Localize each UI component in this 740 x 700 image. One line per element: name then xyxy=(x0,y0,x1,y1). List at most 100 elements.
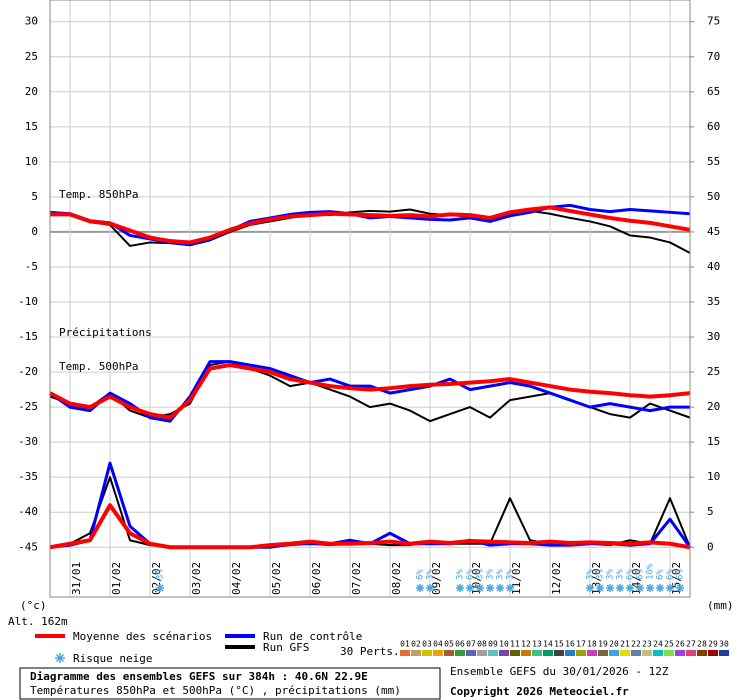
y2-tick-label: 75 xyxy=(707,15,720,28)
pert-label: 20 xyxy=(609,640,619,649)
t500-line xyxy=(49,360,690,423)
snow-flake xyxy=(486,584,494,592)
snow-risk-label: 3% xyxy=(486,569,496,580)
snow-risk-label: 3% xyxy=(586,569,596,580)
x-tick-label: 31/01 xyxy=(70,562,83,595)
snow-risk-label: 6% xyxy=(626,569,636,580)
y-tick-label: 10 xyxy=(25,155,38,168)
y-tick-label: 5 xyxy=(31,190,38,203)
y-tick-label: -45 xyxy=(18,540,38,553)
pert-label: 24 xyxy=(653,640,663,649)
snow-flake xyxy=(466,584,474,592)
pert-label: 01 xyxy=(400,640,410,649)
pert-swatch xyxy=(686,650,696,656)
legend-label: Moyenne des scénarios xyxy=(73,630,212,643)
snow-risk-label: 6% xyxy=(416,569,426,580)
pert-label: 28 xyxy=(697,640,707,649)
pert-swatch xyxy=(488,650,498,656)
snow-risk-label: 3% xyxy=(616,569,626,580)
footer-title: Diagramme des ensembles GEFS sur 384h : … xyxy=(30,670,368,683)
x-tick-label: 04/02 xyxy=(230,562,243,595)
grid xyxy=(50,0,690,597)
snow-risk-label: 3% xyxy=(476,569,486,580)
snow-flake xyxy=(426,584,434,592)
snow-risk xyxy=(156,584,164,592)
snow-risk xyxy=(456,584,464,592)
pert-label: 17 xyxy=(576,640,586,649)
y2-tick-label: 40 xyxy=(707,260,720,273)
y2-tick-label: 5 xyxy=(707,505,714,518)
pert-swatch xyxy=(411,650,421,656)
legend-snow: Risque neige xyxy=(73,652,152,665)
snow-risk-label: 6% xyxy=(466,569,476,580)
snow-risk xyxy=(586,584,594,592)
pert-label: 21 xyxy=(620,640,630,649)
y2-tick-label: 30 xyxy=(707,330,720,343)
snow-risk xyxy=(626,584,634,592)
x-tick-label: 05/02 xyxy=(270,562,283,595)
pert-label: 30 xyxy=(719,640,729,649)
pert-label: 29 xyxy=(708,640,718,649)
pert-swatch xyxy=(598,650,608,656)
footer-subtitle: Températures 850hPa et 500hPa (°C) , pré… xyxy=(30,684,401,697)
pert-swatch xyxy=(719,650,729,656)
pert-label: 12 xyxy=(521,640,531,649)
y-tick-label: -20 xyxy=(18,365,38,378)
y2-tick-label: 0 xyxy=(707,540,714,553)
x-tick-label: 07/02 xyxy=(350,562,363,595)
pert-label: 14 xyxy=(543,640,553,649)
label-500: Temp. 500hPa xyxy=(59,360,138,373)
snow-flake xyxy=(416,584,424,592)
t500-line xyxy=(49,363,691,420)
plot xyxy=(49,203,692,550)
pert-swatch xyxy=(565,650,575,656)
pert-label: 15 xyxy=(554,640,564,649)
pert-swatch xyxy=(653,650,663,656)
pert-swatch xyxy=(708,650,718,656)
snow-risk-label: 3% xyxy=(456,569,466,580)
snow-risk xyxy=(476,584,484,592)
snow-risk-label: 3% xyxy=(496,569,506,580)
y2-tick-label: 25 xyxy=(707,365,720,378)
label-850: Temp. 850hPa xyxy=(59,188,138,201)
snow-risk-label: 6% xyxy=(636,569,646,580)
snow-risk-label: 10% xyxy=(646,563,656,580)
snow-flake xyxy=(496,584,504,592)
pert-swatch xyxy=(631,650,641,656)
pert-swatch xyxy=(455,650,465,656)
legend: Risque neige 30 Perts. Moyenne des scéna… xyxy=(35,630,729,665)
snow-flake xyxy=(676,584,684,592)
pert-swatch xyxy=(521,650,531,656)
snow-flake xyxy=(456,584,464,592)
pert-swatch xyxy=(510,650,520,656)
footer-run: Ensemble GEFS du 30/01/2026 - 12Z xyxy=(450,665,669,678)
pert-label: 08 xyxy=(477,640,487,649)
pert-label: 26 xyxy=(675,640,685,649)
pert-swatch xyxy=(675,650,685,656)
y2-tick-label: 50 xyxy=(707,190,720,203)
pert-swatch xyxy=(554,650,564,656)
y-tick-label: 25 xyxy=(25,50,38,63)
snow-risk xyxy=(596,584,604,592)
plot-frame xyxy=(49,0,691,598)
precip-line xyxy=(49,503,691,550)
snow-flake xyxy=(656,584,664,592)
x-tick-label: 06/02 xyxy=(310,562,323,595)
x-tick-label: 11/02 xyxy=(510,562,523,595)
y2-tick-label: 35 xyxy=(707,295,720,308)
snow-risk-label: 3% xyxy=(596,569,606,580)
y2-tick-label: 65 xyxy=(707,85,720,98)
legend-label: Run GFS xyxy=(263,641,309,654)
snow-risk xyxy=(426,584,434,592)
snow-flake xyxy=(506,584,514,592)
snow-risk-label: 6% xyxy=(656,569,666,580)
y-tick-label: 20 xyxy=(25,85,38,98)
snow-flake xyxy=(616,584,624,592)
snow-flake xyxy=(476,584,484,592)
pert-label: 25 xyxy=(664,640,674,649)
y2-tick-label: 15 xyxy=(707,435,720,448)
pert-swatch xyxy=(400,650,410,656)
pert-label: 04 xyxy=(433,640,443,649)
